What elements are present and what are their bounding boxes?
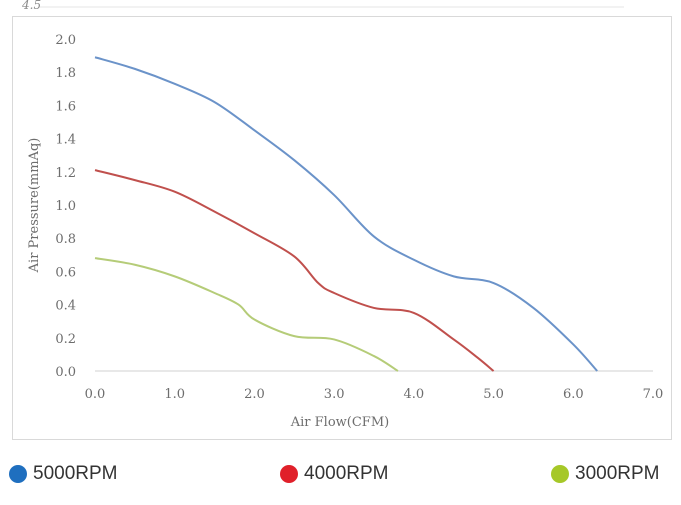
- x-axis-ticks: 0.0 1.0 2.0 3.0 4.0 5.0 6.0 7.0: [85, 387, 664, 402]
- legend-swatch-4000rpm: [280, 465, 298, 483]
- y-axis-ticks: 0.0 0.2 0.4 0.6 0.8 1.0 1.2 1.4 1.6 1.8 2.0: [55, 33, 76, 380]
- top-fragment-text: 4.5: [21, 0, 41, 12]
- legend-item-5000rpm: 5000RPM: [9, 462, 118, 486]
- x-tick-label: 3.0: [324, 387, 345, 402]
- y-tick-label: 0.4: [55, 299, 76, 314]
- x-tick-label: 1.0: [164, 387, 185, 402]
- series-line-4000rpm: [94, 169, 495, 372]
- y-tick-label: 0.2: [55, 332, 76, 347]
- x-tick-label: 2.0: [244, 387, 265, 402]
- y-tick-label: 2.0: [55, 33, 76, 48]
- y-tick-label: 0.0: [55, 365, 76, 380]
- legend-label-5000rpm: 5000RPM: [33, 463, 118, 484]
- y-tick-label: 1.6: [55, 99, 76, 114]
- legend-label-4000rpm: 4000RPM: [304, 463, 389, 484]
- legend-label-3000rpm: 3000RPM: [575, 463, 660, 484]
- legend-item-4000rpm: 4000RPM: [280, 462, 389, 486]
- legend-swatch-3000rpm: [551, 465, 569, 483]
- y-tick-label: 1.8: [55, 66, 76, 81]
- x-tick-label: 0.0: [85, 387, 106, 402]
- y-tick-label: 0.6: [55, 265, 76, 280]
- x-axis-title: Air Flow(CFM): [290, 415, 389, 430]
- legend-item-3000rpm: 3000RPM: [551, 462, 660, 486]
- y-tick-label: 1.0: [55, 199, 76, 214]
- legend-swatch-5000rpm: [9, 465, 27, 483]
- y-tick-label: 0.8: [55, 232, 76, 247]
- series-line-5000rpm: [94, 56, 598, 372]
- x-tick-label: 7.0: [643, 387, 664, 402]
- series-layer: [94, 56, 598, 372]
- chart-frame: [12, 16, 672, 440]
- x-tick-label: 5.0: [483, 387, 504, 402]
- x-tick-label: 6.0: [563, 387, 584, 402]
- y-axis-title: Air Pressure(mmAq): [27, 138, 42, 274]
- x-tick-label: 4.0: [404, 387, 425, 402]
- y-tick-label: 1.4: [55, 133, 76, 148]
- series-line-3000rpm: [94, 257, 399, 372]
- y-tick-label: 1.2: [55, 166, 76, 181]
